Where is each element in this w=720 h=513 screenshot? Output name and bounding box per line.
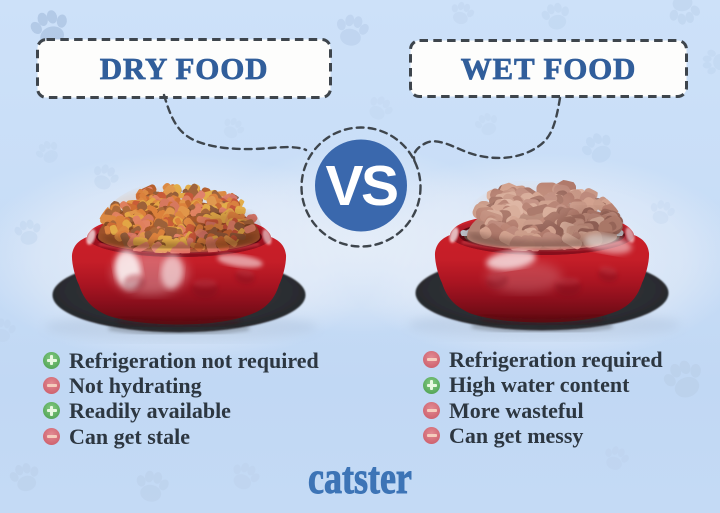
svg-text:VS: VS: [325, 154, 397, 218]
